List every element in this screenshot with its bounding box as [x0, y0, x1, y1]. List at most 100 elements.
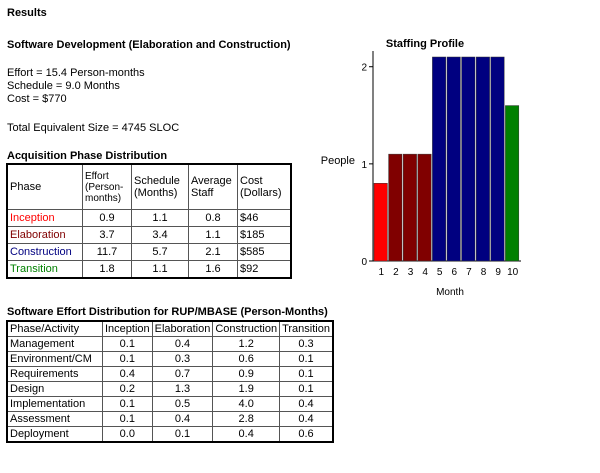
cost-cell: $92	[237, 260, 292, 279]
cost-cell: $185	[237, 226, 292, 244]
activity-cell: Deployment	[6, 426, 103, 443]
header-effort-line: Effort	[85, 170, 109, 182]
activity-cell: Design	[6, 381, 103, 397]
header-schedule-line: Schedule	[134, 175, 180, 187]
rup-title: Software Effort Distribution for RUP/MBA…	[7, 306, 328, 318]
effort-cell: 11.7	[82, 243, 132, 261]
effort-text: Effort = 15.4 Person-months	[7, 67, 145, 79]
value-cell: 0.6	[212, 351, 281, 367]
value-cell: 0.7	[151, 366, 214, 382]
x-tick-label: 8	[481, 267, 487, 278]
header-cost-line: (Dollars)	[240, 187, 282, 199]
value-cell: 0.1	[102, 411, 153, 427]
x-tick-label: 4	[422, 267, 428, 278]
value-cell: 0.9	[212, 366, 281, 382]
y-tick-label: 2	[361, 63, 367, 74]
value-cell: 0.6	[279, 426, 334, 443]
table-row: Implementation 0.1 0.5 4.0 0.4	[6, 396, 334, 412]
value-cell: 0.1	[151, 426, 214, 443]
activity-cell: Management	[6, 336, 103, 352]
chart-bar	[446, 56, 461, 262]
results-title: Results	[7, 7, 47, 19]
header-inception: Inception	[102, 320, 153, 337]
staff-cell: 2.1	[188, 243, 238, 261]
phase-cell: Inception	[6, 209, 83, 227]
size-text: Total Equivalent Size = 4745 SLOC	[7, 122, 180, 134]
table-row: Assessment 0.1 0.4 2.8 0.4	[6, 411, 334, 427]
effort-cell: 0.9	[82, 209, 132, 227]
x-tick-label: 10	[507, 267, 519, 278]
table-row: Management 0.1 0.4 1.2 0.3	[6, 336, 334, 352]
value-cell: 0.5	[151, 396, 214, 412]
cost-cell: $585	[237, 243, 292, 261]
x-tick-label: 6	[452, 267, 458, 278]
value-cell: 0.4	[212, 426, 281, 443]
rup-header-row: Phase/Activity Inception Elaboration Con…	[6, 320, 334, 337]
table-row: Elaboration 3.7 3.4 1.1 $185	[6, 226, 292, 244]
chart-bar	[388, 153, 403, 262]
effort-cell: 3.7	[82, 226, 132, 244]
phase-cell: Construction	[6, 243, 83, 261]
schedule-text: Schedule = 9.0 Months	[7, 80, 120, 92]
header-cost: Cost (Dollars)	[237, 163, 292, 210]
table-row: Construction 11.7 5.7 2.1 $585	[6, 243, 292, 261]
chart-ylabel: People	[321, 155, 355, 167]
value-cell: 1.3	[151, 381, 214, 397]
table-row: Environment/CM 0.1 0.3 0.6 0.1	[6, 351, 334, 367]
x-tick-label: 7	[466, 267, 472, 278]
schedule-cell: 1.1	[131, 260, 189, 279]
activity-cell: Requirements	[6, 366, 103, 382]
header-effort-line: months)	[85, 192, 122, 204]
header-staff-line: Staff	[191, 187, 214, 199]
effort-cell: 1.8	[82, 260, 132, 279]
y-tick-label: 0	[361, 257, 367, 268]
header-transition: Transition	[279, 320, 334, 337]
value-cell: 0.1	[279, 381, 334, 397]
chart-bar	[490, 56, 505, 262]
value-cell: 0.3	[279, 336, 334, 352]
value-cell: 0.2	[102, 381, 153, 397]
header-elaboration: Elaboration	[151, 320, 214, 337]
rup-table: Phase/Activity Inception Elaboration Con…	[6, 320, 334, 443]
schedule-cell: 1.1	[131, 209, 189, 227]
value-cell: 0.1	[279, 366, 334, 382]
header-effort: Effort (Person- months)	[82, 163, 132, 210]
header-effort-line: (Person-	[85, 181, 124, 193]
table-row: Transition 1.8 1.1 1.6 $92	[6, 260, 292, 279]
header-construction: Construction	[212, 320, 281, 337]
staff-cell: 1.6	[188, 260, 238, 279]
y-tick-label: 1	[361, 160, 367, 171]
activity-cell: Implementation	[6, 396, 103, 412]
schedule-cell: 3.4	[131, 226, 189, 244]
staff-cell: 1.1	[188, 226, 238, 244]
header-cost-line: Cost	[240, 175, 263, 187]
phase-cell: Transition	[6, 260, 83, 279]
chart-bar	[373, 183, 388, 262]
value-cell: 0.1	[102, 336, 153, 352]
activity-cell: Assessment	[6, 411, 103, 427]
header-schedule-line: (Months)	[134, 187, 178, 199]
chart-bar	[432, 56, 447, 262]
chart-bar	[461, 56, 476, 262]
x-tick-label: 9	[495, 267, 501, 278]
chart-bar	[505, 105, 520, 262]
activity-cell: Environment/CM	[6, 351, 103, 367]
header-staff: Average Staff	[188, 163, 238, 210]
x-tick-label: 2	[393, 267, 399, 278]
value-cell: 0.4	[279, 411, 334, 427]
summary-title: Software Development (Elaboration and Co…	[7, 39, 291, 51]
value-cell: 1.2	[212, 336, 281, 352]
chart-xlabel: Month	[436, 287, 464, 298]
table-row: Requirements 0.4 0.7 0.9 0.1	[6, 366, 334, 382]
table-row: Inception 0.9 1.1 0.8 $46	[6, 209, 292, 227]
value-cell: 1.9	[212, 381, 281, 397]
value-cell: 0.4	[151, 411, 214, 427]
value-cell: 0.3	[151, 351, 214, 367]
acquisition-table: Phase Effort (Person- months) Schedule (…	[6, 163, 292, 279]
value-cell: 0.4	[102, 366, 153, 382]
schedule-cell: 5.7	[131, 243, 189, 261]
value-cell: 4.0	[212, 396, 281, 412]
value-cell: 0.4	[279, 396, 334, 412]
x-tick-label: 1	[379, 267, 385, 278]
